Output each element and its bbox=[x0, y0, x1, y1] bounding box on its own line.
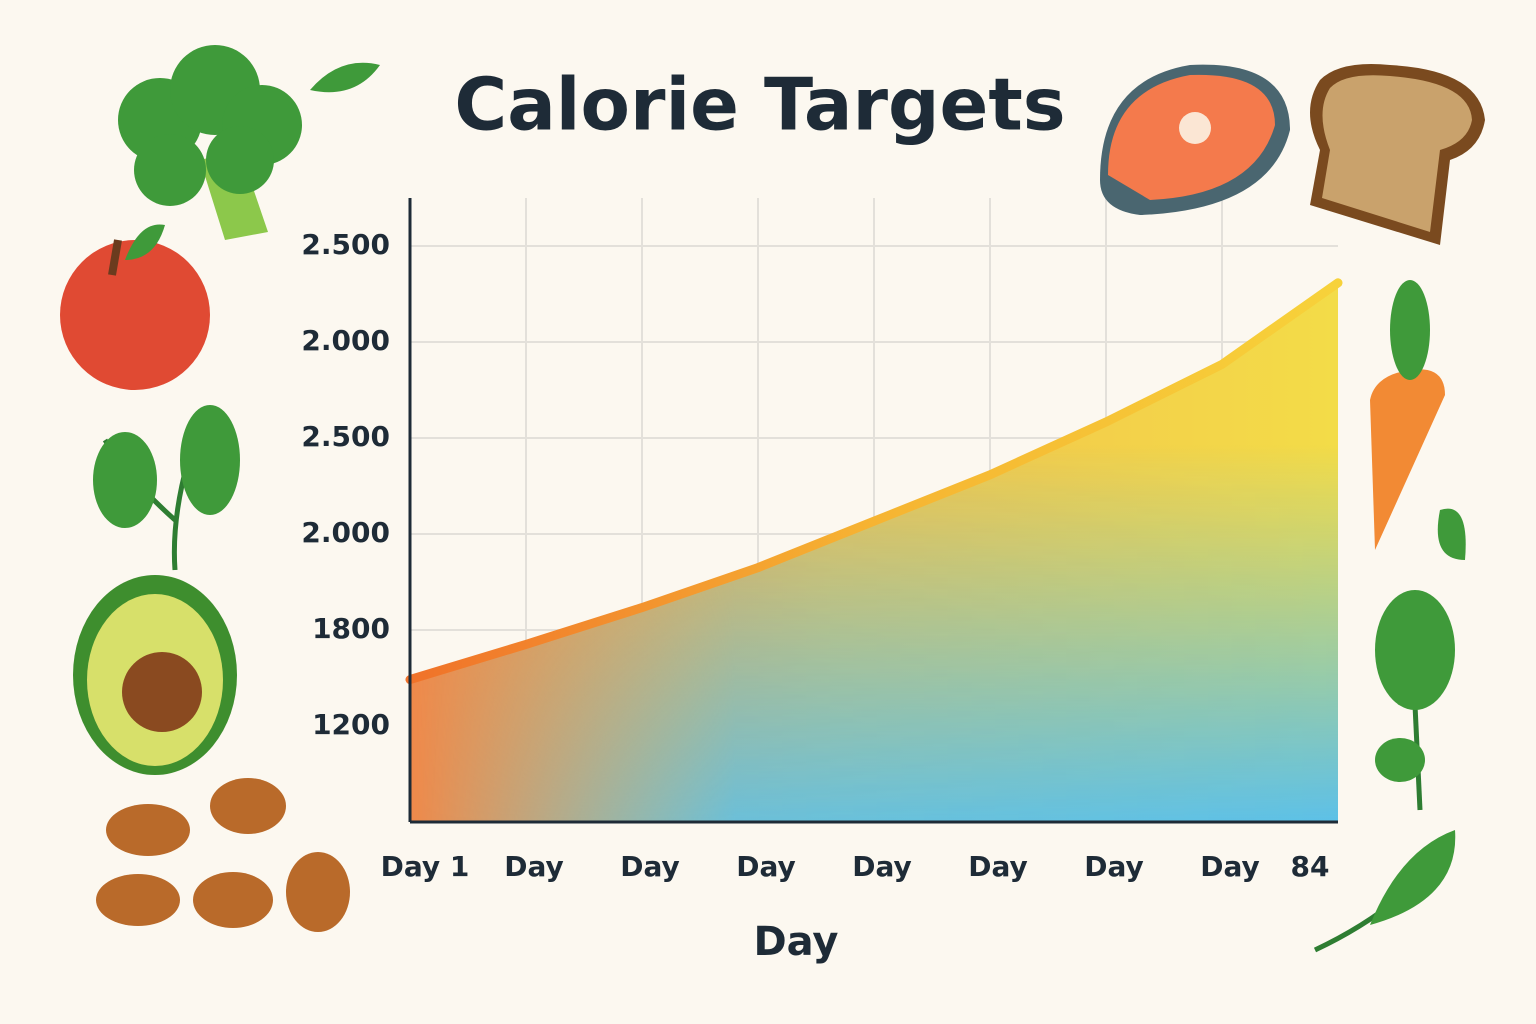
x-tick-label: Day bbox=[968, 850, 1028, 883]
decoration bbox=[60, 45, 1485, 953]
x-tick-label: Day bbox=[1200, 850, 1260, 883]
y-tick-label: 1200 bbox=[312, 708, 390, 741]
chart-title: Calorie Targets bbox=[454, 63, 1065, 147]
x-tick-label: Day bbox=[852, 850, 912, 883]
y-tick-label: 1800 bbox=[312, 612, 390, 645]
x-tick-label: Day bbox=[736, 850, 796, 883]
y-tick-label: 2.000 bbox=[301, 324, 390, 357]
x-tick-label: Day bbox=[1084, 850, 1144, 883]
y-tick-label: 2.500 bbox=[301, 420, 390, 453]
x-tick-label: Day bbox=[504, 850, 564, 883]
x-axis-label: Day bbox=[753, 919, 838, 965]
x-tick-label: Day bbox=[620, 850, 680, 883]
y-tick-label: 2.000 bbox=[301, 516, 390, 549]
x-tick-label: 84 bbox=[1291, 850, 1330, 883]
area-overlay bbox=[410, 282, 1338, 822]
line bbox=[405, 278, 1343, 685]
x-tick-label: Day 1 bbox=[381, 850, 470, 883]
y-tick-label: 2.500 bbox=[301, 228, 390, 261]
